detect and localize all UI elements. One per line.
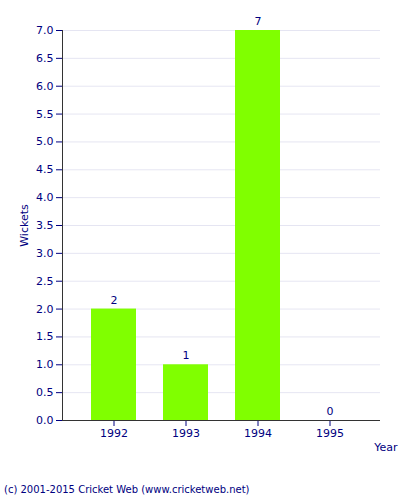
svg-text:0.5: 0.5 bbox=[36, 386, 54, 399]
svg-text:4.5: 4.5 bbox=[36, 163, 54, 176]
svg-text:2: 2 bbox=[111, 294, 118, 307]
svg-text:6.5: 6.5 bbox=[36, 52, 54, 65]
svg-text:4.0: 4.0 bbox=[36, 191, 54, 204]
svg-text:2.0: 2.0 bbox=[36, 303, 54, 316]
svg-text:1.0: 1.0 bbox=[36, 358, 54, 371]
svg-text:1994: 1994 bbox=[244, 427, 272, 440]
svg-text:0: 0 bbox=[327, 405, 334, 418]
svg-text:0.0: 0.0 bbox=[36, 414, 54, 427]
svg-text:5.5: 5.5 bbox=[36, 108, 54, 121]
svg-text:7: 7 bbox=[255, 15, 262, 28]
svg-text:2.5: 2.5 bbox=[36, 275, 54, 288]
svg-text:5.0: 5.0 bbox=[36, 135, 54, 148]
svg-text:Year: Year bbox=[373, 441, 398, 454]
svg-text:6.0: 6.0 bbox=[36, 80, 54, 93]
svg-text:3.5: 3.5 bbox=[36, 219, 54, 232]
svg-text:Wickets: Wickets bbox=[18, 204, 31, 247]
svg-text:1.5: 1.5 bbox=[36, 330, 54, 343]
svg-text:7.0: 7.0 bbox=[36, 24, 54, 37]
svg-text:1993: 1993 bbox=[172, 427, 200, 440]
svg-text:3.0: 3.0 bbox=[36, 247, 54, 260]
html-text:(c) 2001-2015 Cricket Web (www: (c) 2001-2015 Cricket Web (www.cricketwe… bbox=[4, 484, 250, 495]
svg-text:1992: 1992 bbox=[100, 427, 128, 440]
svg-text:1: 1 bbox=[183, 349, 190, 362]
svg-text:1995: 1995 bbox=[316, 427, 344, 440]
